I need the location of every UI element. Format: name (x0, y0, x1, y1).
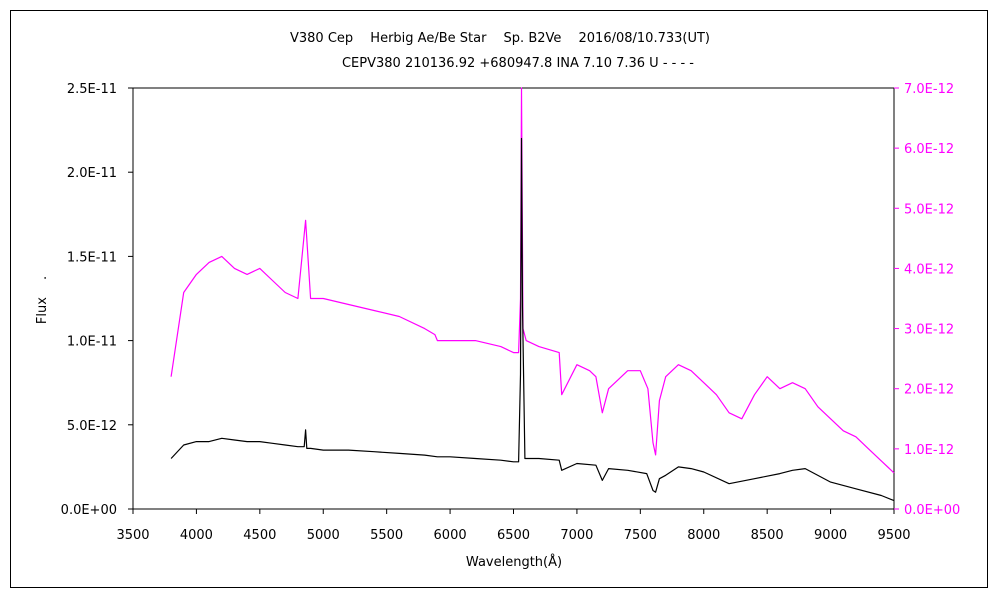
y-right-tick-label: 0.0E+00 (904, 503, 960, 518)
chart-title-line2: CEPV380 210136.92 +680947.8 INA 7.10 7.3… (342, 56, 694, 71)
y-left-tick-label: 1.5E-11 (67, 250, 117, 265)
y-right-tick-label: 1.0E-12 (904, 443, 954, 458)
x-axis-label: Wavelength(Å) (466, 554, 562, 570)
chart-frame (10, 10, 988, 588)
x-tick-label: 4000 (180, 528, 213, 543)
y-right-tick-label: 3.0E-12 (904, 323, 954, 338)
y-right-tick-label: 7.0E-12 (904, 82, 954, 97)
series-layer (170, 87, 895, 502)
y-left-tick-label: 1.0E-11 (67, 335, 117, 350)
black-series-line (170, 137, 895, 502)
y-axis-label: Flux . (35, 276, 50, 324)
axis-ticks: 3500 4000 4500 5000 5500 6000 6500 7000 7500 8000… (61, 82, 961, 543)
chart-title-line1: V380 Cep Herbig Ae/Be Star Sp. B2Ve 2016… (290, 31, 710, 46)
y-left-tick-label: 2.0E-11 (67, 166, 117, 181)
y-left-tick-label: 2.5E-11 (67, 82, 117, 97)
y-left-tick-label: 0.0E+00 (61, 503, 117, 518)
plot-area-border (132, 87, 895, 510)
x-tick-label: 5500 (370, 528, 403, 543)
x-tick-label: 8000 (687, 528, 720, 543)
x-tick-label: 8500 (751, 528, 784, 543)
x-tick-label: 7000 (560, 528, 593, 543)
x-tick-label: 7500 (624, 528, 657, 543)
x-tick-label: 9500 (877, 528, 910, 543)
y-right-tick-label: 2.0E-12 (904, 383, 954, 398)
magenta-series-line (170, 87, 895, 474)
y-right-tick-label: 5.0E-12 (904, 202, 954, 217)
x-tick-label: 4500 (243, 528, 276, 543)
y-right-tick-label: 6.0E-12 (904, 142, 954, 157)
y-left-tick-label: 5.0E-12 (67, 419, 117, 434)
x-tick-label: 9000 (814, 528, 847, 543)
x-tick-label: 6500 (497, 528, 530, 543)
x-tick-label: 6000 (434, 528, 467, 543)
x-tick-label: 3500 (116, 528, 149, 543)
x-tick-label: 5000 (307, 528, 340, 543)
y-right-tick-label: 4.0E-12 (904, 262, 954, 277)
